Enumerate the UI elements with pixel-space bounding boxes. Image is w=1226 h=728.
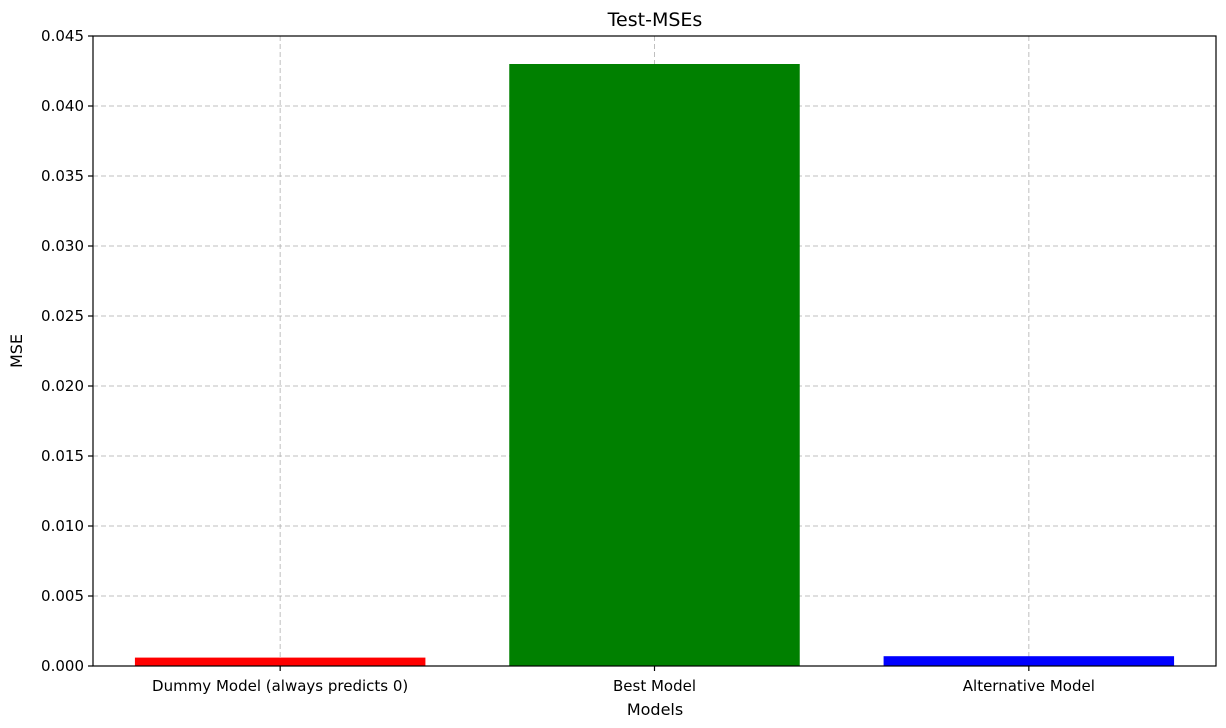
- y-tick-label: 0.025: [41, 307, 84, 325]
- y-tick-label: 0.015: [41, 447, 84, 465]
- tick-layer: 0.000 0.005 0.010 0.015 0.020 0.025 0.030 0.035…: [41, 27, 1095, 695]
- bar: [883, 656, 1175, 666]
- bar: [509, 64, 800, 666]
- y-tick-label: 0.010: [41, 517, 84, 535]
- y-tick-label: 0.045: [41, 27, 84, 45]
- bar-layer: [134, 64, 1175, 666]
- x-tick-label: Dummy Model (always predicts 0): [152, 677, 408, 695]
- chart-title: Test-MSEs: [607, 9, 703, 31]
- y-tick-label: 0.000: [41, 657, 84, 675]
- y-axis-label: MSE: [7, 334, 26, 368]
- bar: [134, 657, 426, 666]
- y-tick-label: 0.030: [41, 237, 84, 255]
- y-tick-label: 0.035: [41, 167, 84, 185]
- y-tick-label: 0.040: [41, 97, 84, 115]
- y-tick-label: 0.020: [41, 377, 84, 395]
- y-tick-label: 0.005: [41, 587, 84, 605]
- x-tick-label: Best Model: [613, 677, 696, 695]
- x-axis-label: Models: [627, 700, 683, 719]
- x-tick-label: Alternative Model: [963, 677, 1095, 695]
